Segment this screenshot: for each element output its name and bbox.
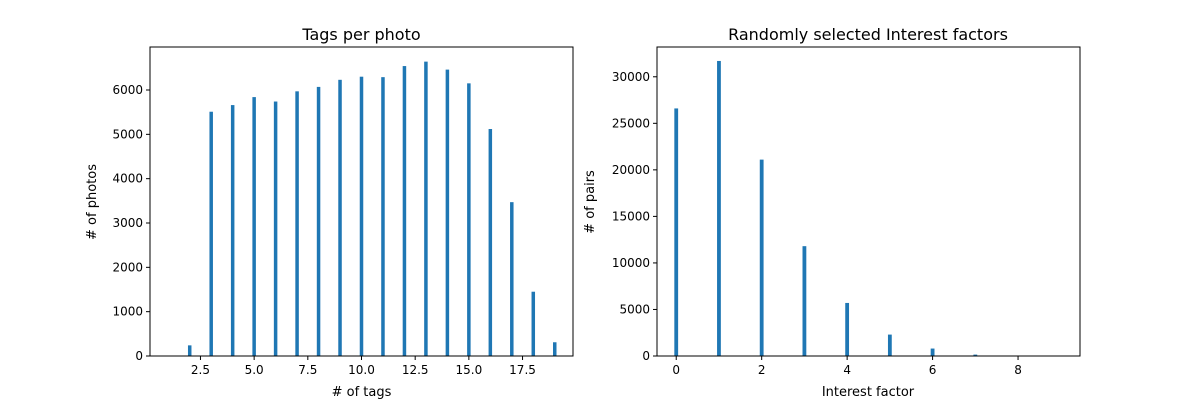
x-tick-label: 4 (843, 363, 851, 377)
y-tick-label: 5000 (619, 302, 650, 316)
chart-title: Randomly selected Interest factors (728, 25, 1008, 44)
bar (445, 69, 450, 357)
bar (759, 159, 764, 356)
y-tick-label: 0 (135, 349, 143, 363)
y-tick-label: 20000 (612, 163, 650, 177)
bars (674, 60, 1063, 357)
y-tick-label: 2000 (112, 260, 143, 274)
x-tick-label: 15.0 (456, 363, 483, 377)
x-tick-label: 10.0 (348, 363, 375, 377)
y-tick-label: 4000 (112, 172, 143, 186)
bar (510, 202, 514, 356)
bar (338, 79, 342, 356)
x-tick-label: 7.5 (298, 363, 317, 377)
y-tick-label: 6000 (112, 83, 143, 97)
bar (887, 334, 892, 356)
chart-interest-factors: Randomly selected Interest factors Inter… (583, 25, 1081, 400)
bar (230, 105, 235, 356)
x-tick-label: 12.5 (402, 363, 429, 377)
y-tick-label: 25000 (612, 116, 650, 130)
chart-tags-per-photo: Tags per photo # of tags # of photos 2.5… (85, 25, 574, 400)
y-tick-label: 15000 (612, 209, 650, 223)
x-tick-label: 6 (929, 363, 937, 377)
y-tick-label: 0 (642, 349, 650, 363)
bar (381, 77, 385, 357)
x-tick-label: 2 (758, 363, 766, 377)
x-tick-label: 0 (672, 363, 680, 377)
bar (488, 129, 493, 356)
bar (359, 76, 364, 356)
y-tick-label: 10000 (612, 256, 650, 270)
bar (674, 108, 679, 357)
bar (402, 66, 407, 356)
bar (252, 97, 256, 356)
bar (930, 348, 935, 356)
bar (531, 291, 536, 356)
bar (187, 345, 192, 356)
y-tick-label: 5000 (112, 127, 143, 141)
x-axis-label: Interest factor (822, 385, 915, 400)
y-tick-label: 30000 (612, 70, 650, 84)
chart-title: Tags per photo (301, 25, 420, 44)
x-tick-label: 17.5 (509, 363, 536, 377)
x-axis-label: # of tags (332, 385, 392, 400)
bar (424, 61, 428, 356)
x-tick-label: 5.0 (245, 363, 264, 377)
x-tick-label: 8 (1014, 363, 1022, 377)
bar (273, 101, 278, 356)
bars (187, 61, 557, 357)
y-tick-label: 3000 (112, 216, 143, 230)
y-axis-label: # of pairs (583, 170, 598, 234)
bar (209, 111, 213, 356)
bar (845, 302, 850, 356)
x-tick-label: 2.5 (191, 363, 210, 377)
bar (553, 342, 557, 356)
bar (717, 60, 721, 357)
plot-frame (656, 46, 1081, 357)
bar (467, 83, 471, 356)
y-axis-label: # of photos (85, 164, 100, 240)
bar (295, 91, 299, 356)
bar (973, 354, 978, 356)
y-tick-label: 1000 (112, 305, 143, 319)
bar (802, 246, 807, 356)
bar (316, 86, 321, 357)
